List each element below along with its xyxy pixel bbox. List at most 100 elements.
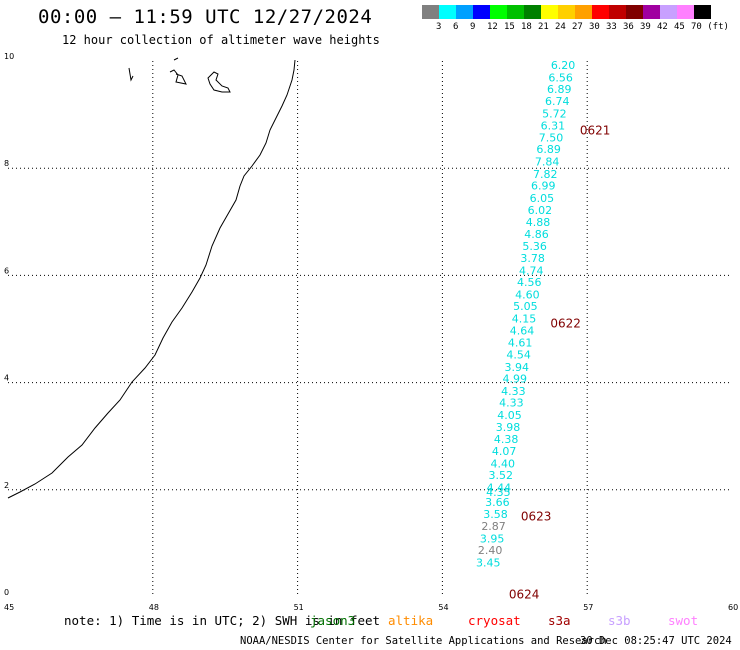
lon-tick-label: 54 bbox=[438, 603, 448, 612]
wave-height-value: 3.58 bbox=[483, 508, 508, 521]
wave-height-value: 7.50 bbox=[539, 131, 564, 144]
wave-height-value: 6.89 bbox=[536, 143, 561, 156]
satellite-jason3-label: jason3 bbox=[310, 613, 356, 628]
legend-label: 18 bbox=[521, 22, 532, 32]
wave-height-value: 3.78 bbox=[520, 252, 545, 265]
wave-height-value: 6.74 bbox=[545, 95, 570, 108]
legend-label: 6 bbox=[453, 22, 459, 32]
lat-tick-label: 0 bbox=[4, 588, 9, 597]
legend-swatch bbox=[507, 5, 524, 19]
lat-tick-label: 2 bbox=[4, 481, 9, 490]
legend-swatch bbox=[609, 5, 626, 19]
legend-swatch bbox=[422, 5, 439, 19]
wave-height-value: 3.66 bbox=[485, 496, 510, 509]
wave-height-value: 2.87 bbox=[481, 520, 506, 533]
legend-swatch bbox=[524, 5, 541, 19]
legend-swatch bbox=[558, 5, 575, 19]
legend-label: 24 bbox=[555, 22, 566, 32]
lat-tick-label: 8 bbox=[4, 159, 9, 168]
legend-swatch bbox=[490, 5, 507, 19]
wave-height-value: 5.72 bbox=[542, 107, 567, 120]
legend-swatch bbox=[626, 5, 643, 19]
wave-height-value: 4.44 bbox=[487, 481, 512, 494]
wave-height-value: 3.98 bbox=[496, 421, 521, 434]
legend-label: 39 bbox=[640, 22, 651, 32]
legend-swatch bbox=[694, 5, 711, 19]
legend-label: 30 bbox=[589, 22, 600, 32]
wave-height-value: 4.40 bbox=[490, 457, 515, 470]
legend-swatch bbox=[456, 5, 473, 19]
wave-height-value: 4.88 bbox=[526, 216, 551, 229]
pass-time-label: 0623 bbox=[521, 510, 552, 524]
wave-height-value: 4.64 bbox=[510, 324, 535, 337]
legend-label: 21 bbox=[538, 22, 549, 32]
legend-label: 33 bbox=[606, 22, 617, 32]
pass-time-label: 0621 bbox=[580, 124, 611, 138]
wave-height-value: 4.33 bbox=[501, 385, 526, 398]
lat-tick-label: 10 bbox=[4, 52, 14, 61]
legend-label: 12 bbox=[487, 22, 498, 32]
wave-height-value: 4.60 bbox=[515, 288, 540, 301]
footer-timestamp: 30 Dec 08:25:47 UTC 2024 bbox=[580, 635, 732, 647]
satellite-s3a-label: s3a bbox=[548, 613, 571, 628]
legend-swatch bbox=[473, 5, 490, 19]
wave-height-value: 4.61 bbox=[508, 337, 533, 350]
legend-swatch bbox=[541, 5, 558, 19]
axis-labels: 45 48 51 54 57 60 0 2 4 6 8 10 bbox=[4, 52, 738, 612]
map-title: 00:00 — 11:59 UTC 12/27/2024 bbox=[38, 6, 373, 28]
legend-label: 9 bbox=[470, 22, 476, 32]
pass-time-label: 0624 bbox=[509, 587, 540, 601]
legend-swatch bbox=[575, 5, 592, 19]
lon-tick-label: 51 bbox=[294, 603, 304, 612]
wave-height-value: 6.89 bbox=[547, 83, 572, 96]
lon-tick-label: 60 bbox=[728, 603, 738, 612]
wave-height-value: 7.82 bbox=[533, 168, 558, 181]
wave-height-value: 6.20 bbox=[551, 59, 576, 72]
wave-height-value: 3.45 bbox=[476, 556, 501, 569]
wave-height-value: 4.07 bbox=[492, 445, 517, 458]
wave-height-value: 4.74 bbox=[519, 264, 544, 277]
legend-swatch bbox=[643, 5, 660, 19]
legend-swatch bbox=[439, 5, 456, 19]
legend-label: 27 bbox=[572, 22, 583, 32]
satellite-swot-label: swot bbox=[668, 613, 699, 628]
satellite-s3b-label: s3b bbox=[608, 613, 631, 628]
map-subtitle: 12 hour collection of altimeter wave hei… bbox=[62, 33, 380, 47]
wave-height-value: 2.40 bbox=[478, 544, 503, 557]
wave-height-value: 4.99 bbox=[503, 373, 528, 386]
wave-height-value: 4.38 bbox=[494, 433, 519, 446]
legend-swatch bbox=[592, 5, 609, 19]
wave-height-value: 6.56 bbox=[548, 71, 573, 84]
altimeter-track: 6.206.566.896.745.726.317.506.897.847.82… bbox=[476, 59, 610, 601]
wave-height-value: 4.86 bbox=[524, 228, 549, 241]
legend-label: 70 (ft) bbox=[691, 22, 729, 32]
wave-height-value: 4.05 bbox=[497, 409, 522, 422]
legend-label: 36 bbox=[623, 22, 634, 32]
footer-credit: NOAA/NESDIS Center for Satellite Applica… bbox=[240, 635, 607, 647]
legend-swatch bbox=[660, 5, 677, 19]
pass-time-label: 0622 bbox=[550, 317, 581, 331]
legend-label: 42 bbox=[657, 22, 668, 32]
wave-height-value: 3.94 bbox=[504, 361, 529, 374]
legend-swatch bbox=[677, 5, 694, 19]
wave-height-value: 6.02 bbox=[528, 204, 553, 217]
wave-height-value: 4.54 bbox=[506, 348, 531, 361]
wave-height-value: 4.35 bbox=[486, 486, 511, 499]
lat-tick-label: 4 bbox=[4, 374, 9, 383]
islands bbox=[128, 57, 231, 93]
lat-tick-label: 6 bbox=[4, 266, 9, 275]
legend-label: 15 bbox=[504, 22, 515, 32]
map-grid bbox=[8, 61, 732, 597]
color-legend-bar bbox=[422, 5, 711, 19]
wave-height-value: 7.84 bbox=[535, 156, 560, 169]
legend-label: 45 bbox=[674, 22, 685, 32]
wave-height-value: 6.31 bbox=[541, 120, 566, 133]
wave-height-value: 4.15 bbox=[512, 313, 537, 326]
note-text: note: 1) Time is in UTC; 2) SWH is in fe… bbox=[64, 613, 381, 628]
wave-height-value: 3.52 bbox=[489, 469, 514, 482]
legend-label: 3 bbox=[436, 22, 442, 32]
coastline bbox=[7, 59, 296, 499]
lon-tick-label: 48 bbox=[149, 603, 159, 612]
wave-height-value: 6.99 bbox=[531, 180, 556, 193]
